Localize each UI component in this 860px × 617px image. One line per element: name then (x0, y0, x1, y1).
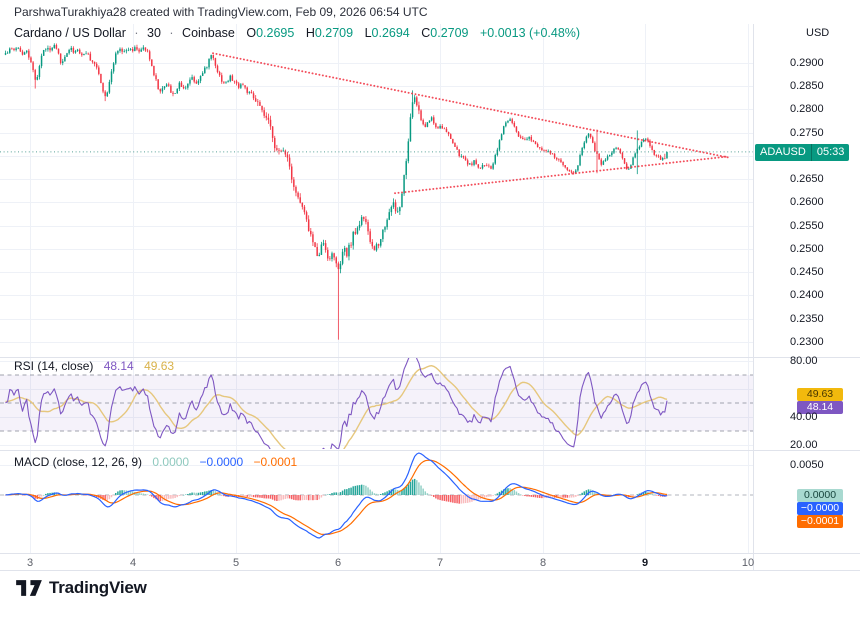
currency-label: USD (806, 27, 830, 39)
open-value: 0.2695 (256, 26, 295, 40)
macd-line-value: −0.0000 (199, 455, 244, 469)
footer: TradingView (16, 578, 147, 598)
symbol-name[interactable]: Cardano / US Dollar (14, 26, 126, 40)
macd-hist-value: 0.0000 (152, 455, 190, 469)
low-label: L (364, 26, 372, 40)
rsi-ma-value: 49.63 (144, 359, 175, 373)
high-value: 0.2709 (314, 26, 354, 40)
macd-line-badge: −0.0000 (797, 502, 843, 515)
close-value: 0.2709 (430, 26, 469, 40)
symbol-price-badge: ADAUSD 05:33 (755, 144, 850, 161)
badge-symbol-label: ADAUSD (760, 146, 806, 158)
macd-title[interactable]: MACD (close, 12, 26, 9) (14, 455, 143, 469)
rsi-ma-badge: 49.63 (797, 388, 843, 401)
close-label: C (421, 26, 431, 40)
badge-divider (810, 144, 812, 161)
open-label: O (246, 26, 257, 40)
chart-canvas[interactable] (0, 0, 860, 572)
interval-value[interactable]: 30 (147, 26, 161, 40)
rsi-legend: RSI (14, close) 48.14 49.63 (14, 359, 174, 373)
badge-countdown: 05:33 (816, 146, 845, 158)
tradingview-brand[interactable]: TradingView (49, 578, 147, 597)
change-value: +0.0013 (+0.48%) (479, 26, 581, 40)
macd-signal-badge: −0.0001 (797, 515, 843, 528)
macd-signal-value: −0.0001 (253, 455, 298, 469)
legend-separator: · (169, 26, 174, 40)
exchange-name[interactable]: Coinbase (182, 26, 235, 40)
tradingview-logo-icon[interactable] (16, 578, 42, 598)
rsi-value: 48.14 (103, 359, 134, 373)
macd-legend: MACD (close, 12, 26, 9) 0.0000 −0.0000 −… (14, 455, 297, 469)
macd-hist-badge: 0.0000 (797, 489, 843, 502)
legend-separator: · (134, 26, 139, 40)
attribution-text: ParshwaTurakhiya28 created with TradingV… (14, 5, 428, 19)
symbol-legend: Cardano / US Dollar · 30 · Coinbase O0.2… (14, 26, 580, 40)
rsi-title[interactable]: RSI (14, close) (14, 359, 94, 373)
high-label: H (305, 26, 315, 40)
rsi-value-badge: 48.14 (797, 401, 843, 414)
low-value: 0.2694 (371, 26, 410, 40)
